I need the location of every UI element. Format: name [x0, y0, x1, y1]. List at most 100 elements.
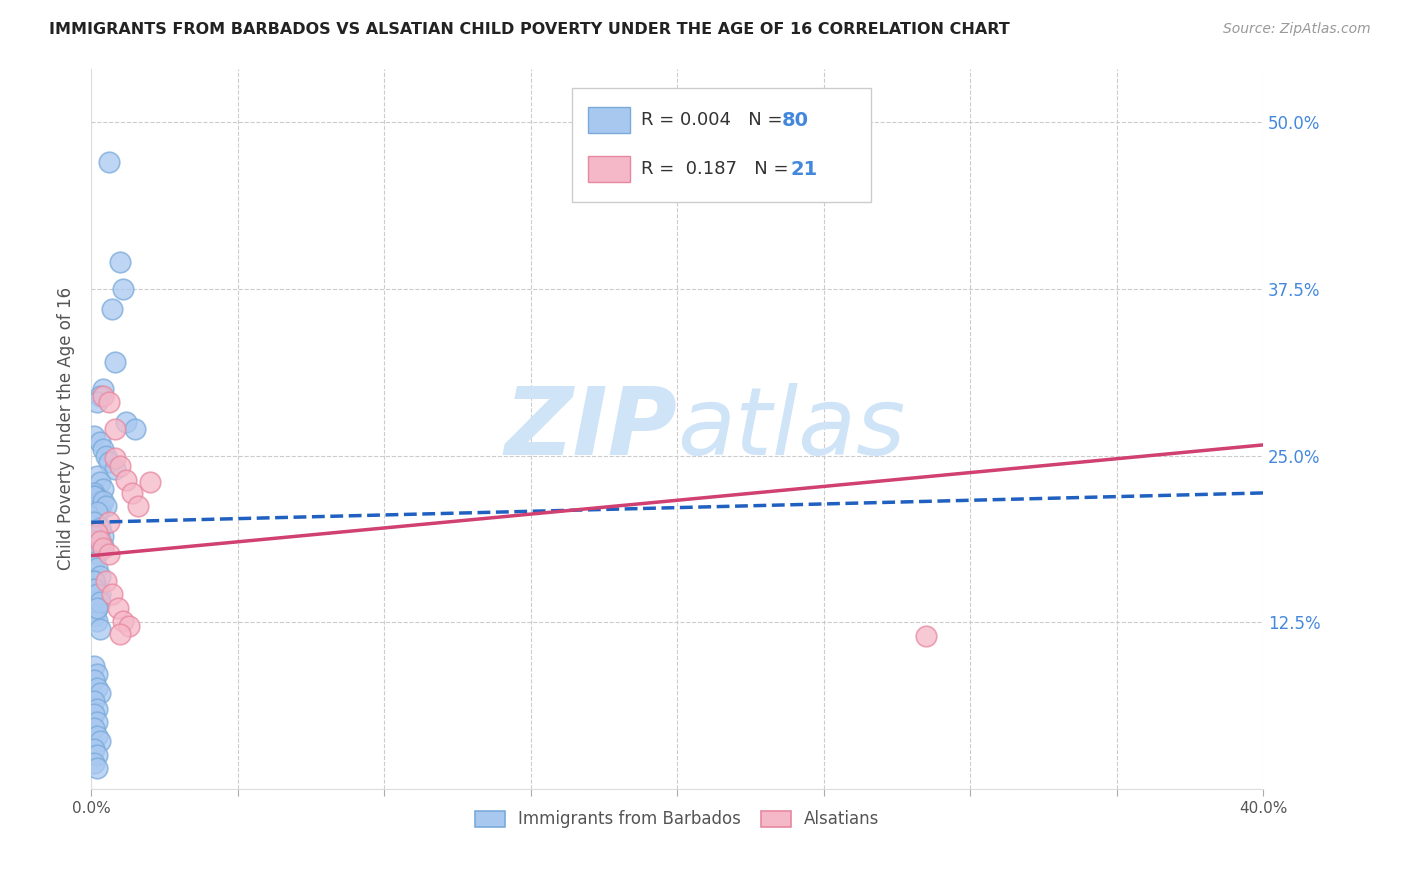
Point	[100, 587, 122, 601]
Text: 80: 80	[782, 111, 808, 130]
Text: ZIP: ZIP	[505, 383, 678, 475]
Point	[86, 614, 108, 628]
Point	[86, 587, 108, 601]
Point	[91, 541, 114, 555]
Point	[83, 486, 105, 500]
Point	[107, 600, 129, 615]
Point	[104, 422, 127, 436]
Point	[89, 521, 111, 535]
Point	[112, 282, 135, 296]
Point	[86, 547, 108, 561]
Point	[115, 473, 138, 487]
Point	[89, 535, 111, 549]
Point	[118, 619, 141, 633]
Point	[86, 526, 108, 541]
Text: IMMIGRANTS FROM BARBADOS VS ALSATIAN CHILD POVERTY UNDER THE AGE OF 16 CORRELATI: IMMIGRANTS FROM BARBADOS VS ALSATIAN CHI…	[49, 22, 1010, 37]
Point	[86, 560, 108, 574]
Point	[86, 526, 108, 541]
Point	[89, 568, 111, 582]
Point	[94, 449, 117, 463]
Point	[89, 734, 111, 748]
Point	[91, 388, 114, 402]
Point	[89, 595, 111, 609]
Point	[104, 355, 127, 369]
Point	[83, 673, 105, 687]
Point	[86, 747, 108, 762]
Point	[83, 659, 105, 673]
Point	[97, 516, 120, 530]
Point	[83, 756, 105, 770]
Point	[83, 595, 105, 609]
Point	[86, 544, 108, 558]
Point	[83, 516, 105, 530]
Point	[83, 608, 105, 623]
Point	[110, 459, 132, 474]
Point	[89, 475, 111, 490]
Point	[86, 582, 108, 596]
FancyBboxPatch shape	[588, 107, 630, 134]
Point	[83, 489, 105, 503]
Text: R = 0.004   N =: R = 0.004 N =	[641, 112, 789, 129]
Text: R =  0.187   N =: R = 0.187 N =	[641, 161, 794, 178]
Text: Source: ZipAtlas.com: Source: ZipAtlas.com	[1223, 22, 1371, 37]
Point	[83, 489, 105, 503]
Point	[89, 541, 111, 556]
Point	[91, 482, 114, 496]
Point	[104, 462, 127, 476]
Point	[89, 502, 111, 516]
Legend: Immigrants from Barbados, Alsatians: Immigrants from Barbados, Alsatians	[468, 804, 886, 835]
Point	[86, 516, 108, 530]
Point	[89, 500, 111, 514]
Point	[86, 761, 108, 775]
Point	[91, 494, 114, 508]
Point	[83, 574, 105, 588]
Point	[100, 301, 122, 316]
Point	[89, 533, 111, 548]
Point	[110, 255, 132, 269]
Point	[86, 667, 108, 681]
Point	[86, 600, 108, 615]
Point	[112, 614, 135, 628]
Y-axis label: Child Poverty Under the Age of 16: Child Poverty Under the Age of 16	[58, 287, 75, 570]
Point	[86, 491, 108, 506]
FancyBboxPatch shape	[588, 156, 630, 183]
Point	[91, 442, 114, 456]
Point	[89, 686, 111, 700]
Point	[83, 533, 105, 548]
Point	[89, 522, 111, 536]
Point	[89, 435, 111, 450]
Point	[86, 528, 108, 542]
Text: 21: 21	[790, 160, 818, 179]
Point	[124, 422, 146, 436]
Point	[86, 505, 108, 519]
Point	[86, 729, 108, 743]
Point	[104, 451, 127, 466]
Point	[86, 505, 108, 519]
Point	[91, 528, 114, 542]
Point	[83, 489, 105, 503]
Point	[83, 516, 105, 530]
Point	[83, 721, 105, 735]
Point	[89, 494, 111, 508]
Point	[83, 582, 105, 596]
Point	[97, 547, 120, 561]
Point	[83, 742, 105, 756]
Point	[127, 500, 149, 514]
Point	[86, 715, 108, 730]
Point	[83, 555, 105, 569]
Point	[83, 574, 105, 588]
Point	[83, 428, 105, 442]
Point	[97, 455, 120, 469]
Point	[86, 500, 108, 514]
Point	[94, 500, 117, 514]
Point	[83, 508, 105, 523]
Point	[86, 702, 108, 716]
Point	[83, 707, 105, 722]
Point	[89, 587, 111, 601]
Point	[115, 415, 138, 429]
Point	[86, 395, 108, 409]
Point	[86, 681, 108, 695]
Point	[915, 629, 938, 643]
Text: atlas: atlas	[678, 384, 905, 475]
Point	[89, 622, 111, 636]
